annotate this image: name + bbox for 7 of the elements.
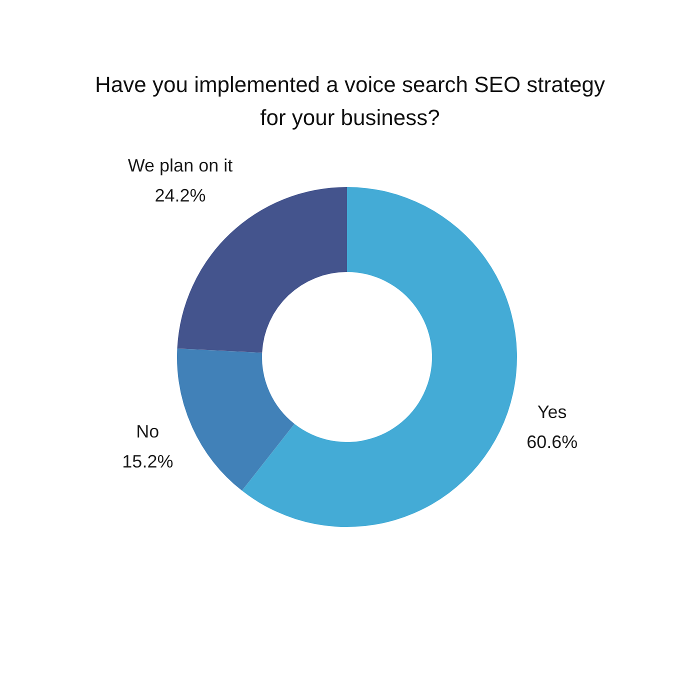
data-label: 60.6% <box>526 432 578 452</box>
data-label: 24.2% <box>154 186 206 206</box>
data-label: 15.2% <box>122 452 174 472</box>
chart-title: Have you implemented a voice search SEO strategy for your business? <box>94 71 606 132</box>
slice-label: No <box>136 422 160 442</box>
slice-label: Yes <box>537 402 567 422</box>
slice-label: We plan on it <box>128 156 233 176</box>
